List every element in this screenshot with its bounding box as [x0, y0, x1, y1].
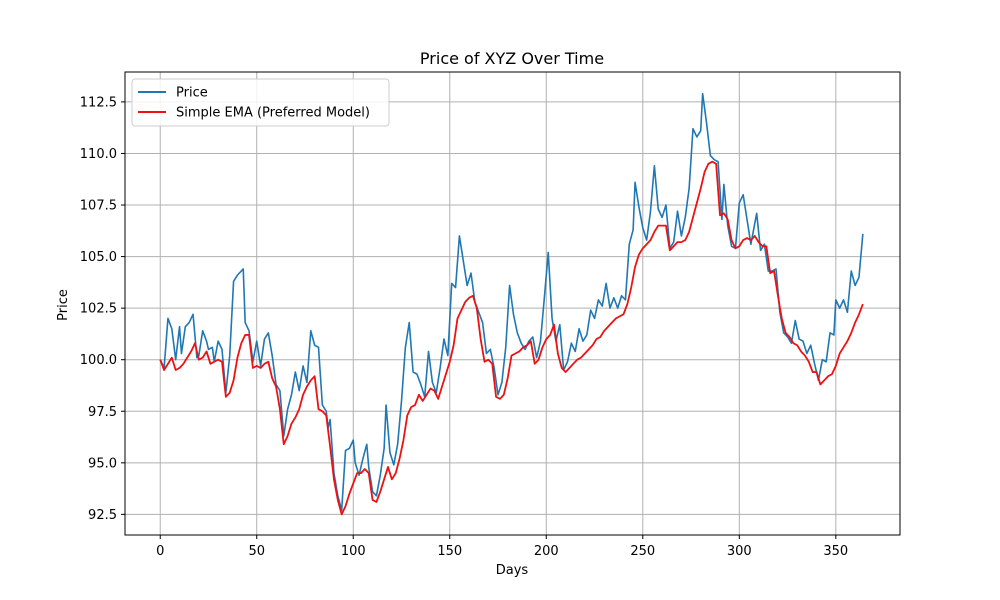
series-line-simple-ema — [159, 160, 864, 516]
y-axis: 92.5 95.0 97.5 100.0 102.5 105.0 107.5 110.0 112… — [80, 95, 125, 523]
x-tick-label: 300 — [727, 544, 752, 559]
y-tick-label: 95.0 — [88, 456, 117, 471]
y-tick-label: 102.5 — [80, 302, 117, 317]
y-tick-label: 92.5 — [88, 508, 117, 523]
y-tick-label: 97.5 — [88, 405, 117, 420]
x-tick-label: 0 — [156, 544, 164, 559]
legend: Price Simple EMA (Preferred Model) — [131, 78, 390, 127]
y-tick-label: 100.0 — [80, 353, 117, 368]
grid — [125, 72, 900, 535]
legend-box — [131, 78, 390, 127]
x-tick-label: 100 — [341, 544, 366, 559]
y-axis-label: Price — [56, 289, 71, 321]
y-tick-label: 112.5 — [80, 95, 117, 110]
x-tick-label: 250 — [630, 544, 655, 559]
series-line-price — [159, 92, 864, 512]
x-tick-label: 350 — [823, 544, 848, 559]
x-tick-label: 150 — [437, 544, 462, 559]
chart-title: Price of XYZ Over Time — [420, 49, 604, 68]
y-tick-label: 105.0 — [80, 250, 117, 265]
series-layer — [159, 92, 864, 516]
x-axis: 0 50 100 150 200 250 300 350 — [156, 535, 848, 559]
x-axis-label: Days — [496, 563, 529, 578]
legend-label: Price — [176, 86, 208, 101]
legend-label: Simple EMA (Preferred Model) — [176, 106, 370, 121]
x-tick-label: 50 — [248, 544, 265, 559]
x-tick-label: 200 — [534, 544, 559, 559]
plot-frame — [124, 71, 901, 536]
y-tick-label: 107.5 — [80, 199, 117, 214]
y-tick-label: 110.0 — [80, 147, 117, 162]
